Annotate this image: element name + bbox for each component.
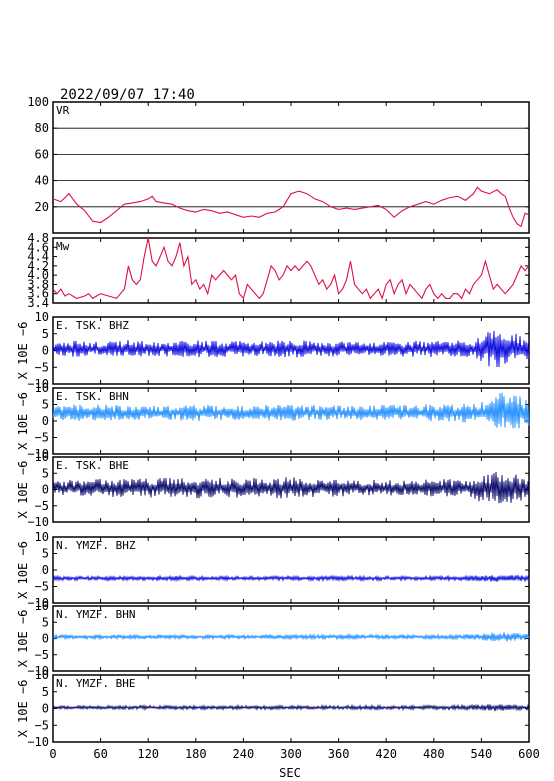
y-tick-label: 10 <box>35 381 49 395</box>
panel-label: E. TSK. BHZ <box>56 319 129 332</box>
y-tick-label: 4.2 <box>27 259 49 273</box>
y-tick-label: 5 <box>42 327 49 341</box>
y-tick-label: −10 <box>27 664 49 678</box>
panel-n-ymzf-bhn: −10 −5 0 5 10 N. YMZF. BHN X 10E −6 <box>16 599 530 678</box>
y-axis-unit-label: X 10E −6 <box>16 322 30 380</box>
x-tick-label: 0 <box>49 747 56 761</box>
panel-label: E. TSK. BHN <box>56 390 129 403</box>
x-tick-label: 420 <box>375 747 397 761</box>
y-tick-label: 80 <box>35 121 49 135</box>
y-tick-label: −5 <box>35 718 49 732</box>
x-tick-label: 300 <box>280 747 302 761</box>
x-tick-label: 480 <box>423 747 445 761</box>
y-tick-label: 20 <box>35 200 49 214</box>
y-axis-unit-label: X 10E −6 <box>16 610 30 668</box>
panel-label: E. TSK. BHE <box>56 459 129 472</box>
y-tick-label: 10 <box>35 530 49 544</box>
y-tick-label: 40 <box>35 174 49 188</box>
y-tick-label: 5 <box>42 466 49 480</box>
y-tick-label: −5 <box>35 499 49 513</box>
series-line <box>52 471 530 504</box>
series-line <box>52 703 530 712</box>
y-axis-unit-label: X 10E −6 <box>16 461 30 519</box>
y-tick-label: −10 <box>27 735 49 749</box>
y-tick-label: −5 <box>35 580 49 594</box>
y-tick-label: 60 <box>35 147 49 161</box>
y-tick-label: 10 <box>35 450 49 464</box>
panels-group: 20406080100VR3.43.63.84.04.24.44.64.8Mw−… <box>16 95 530 749</box>
x-tick-label: 240 <box>233 747 255 761</box>
y-axis-unit-label: X 10E −6 <box>16 541 30 599</box>
y-tick-label: 10 <box>35 310 49 324</box>
x-tick-label: 600 <box>518 747 540 761</box>
y-tick-label: 0 <box>42 483 49 497</box>
x-axis: 0 60 120 180 240 300 360 420 480 540 600 <box>49 747 539 761</box>
y-tick-label: 3.6 <box>27 287 49 301</box>
x-axis-label: SEC <box>279 766 301 780</box>
y-tick-label: 0 <box>42 632 49 646</box>
x-tick-label: 540 <box>471 747 493 761</box>
y-axis-unit-label: X 10E −6 <box>16 392 30 450</box>
panel-mw: 3.43.63.84.04.24.44.64.8 Mw <box>27 231 530 310</box>
y-tick-label: 10 <box>35 599 49 613</box>
panel-e-tsk-bhe: −10 −5 0 5 10 E. TSK. BHE X 10E −6 <box>16 450 530 529</box>
y-tick-label: −5 <box>35 431 49 445</box>
y-tick-label: 5 <box>42 615 49 629</box>
y-tick-label: −10 <box>27 447 49 461</box>
y-tick-label: 4.0 <box>27 268 49 282</box>
y-tick-label: 4.6 <box>27 240 49 254</box>
panel-n-ymzf-bhz: −10 −5 0 5 10 N. YMZF. BHZ X 10E −6 <box>16 530 530 610</box>
panel-vr: 20 40 60 80 100 VR <box>27 95 530 234</box>
panel-label: N. YMZF. BHN <box>56 608 135 621</box>
series-line <box>52 573 530 583</box>
y-tick-label: 0 <box>42 563 49 577</box>
x-tick-label: 180 <box>185 747 207 761</box>
series-line <box>52 186 530 228</box>
y-tick-label: −10 <box>27 515 49 529</box>
panel-n-ymzf-bhe: −10 −5 0 5 10 N. YMZF. BHE X 10E −6 <box>16 668 530 749</box>
y-tick-label: 0 <box>42 414 49 428</box>
panel-e-tsk-bhz: −10 −5 0 5 10 E. TSK. BHZ X 10E −6 <box>16 310 530 391</box>
panel-label: VR <box>56 104 70 117</box>
y-tick-label: 0 <box>42 702 49 716</box>
series-line <box>52 392 530 429</box>
y-tick-label: 4.8 <box>27 231 49 245</box>
y-tick-label: 4.4 <box>27 250 49 264</box>
y-axis-unit-label: X 10E −6 <box>16 680 30 738</box>
y-tick-label: 100 <box>27 95 49 109</box>
series-line <box>52 632 530 642</box>
x-tick-label: 360 <box>328 747 350 761</box>
y-tick-label: −5 <box>35 360 49 374</box>
y-tick-label: 10 <box>35 668 49 682</box>
panel-label: Mw <box>56 240 70 253</box>
x-tick-label: 60 <box>93 747 107 761</box>
series-line <box>52 330 530 368</box>
panel-frame <box>52 101 530 234</box>
y-tick-label: 5 <box>42 685 49 699</box>
y-tick-label: −10 <box>27 377 49 391</box>
y-tick-label: 3.4 <box>27 296 49 310</box>
series-line <box>52 237 530 301</box>
panel-e-tsk-bhn: −10 −5 0 5 10 E. TSK. BHN X 10E −6 <box>16 381 530 461</box>
y-tick-label: −5 <box>35 648 49 662</box>
y-tick-label: 5 <box>42 398 49 412</box>
y-tick-label: −10 <box>27 596 49 610</box>
figure-timestamp: 2022/09/07 17:40 <box>60 87 195 103</box>
y-tick-label: 0 <box>42 344 49 358</box>
panel-label: N. YMZF. BHE <box>56 677 135 690</box>
x-tick-label: 120 <box>137 747 159 761</box>
y-tick-label: 5 <box>42 547 49 561</box>
panel-label: N. YMZF. BHZ <box>56 539 136 552</box>
y-tick-label: 3.8 <box>27 277 49 291</box>
